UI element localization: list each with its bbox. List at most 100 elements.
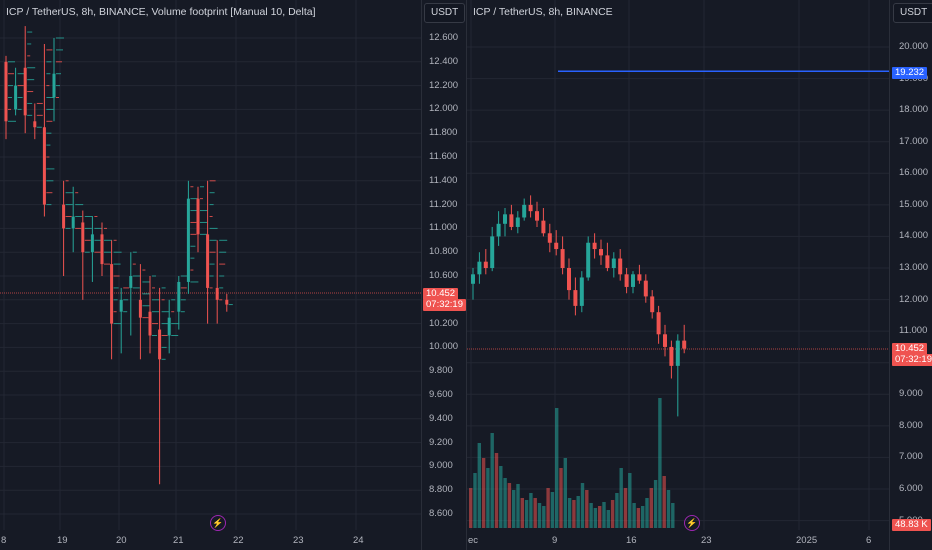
candle-body xyxy=(586,242,591,278)
right-chart-title: ICP / TetherUS, 8h, BINANCE xyxy=(473,6,613,18)
left-currency-button[interactable]: USDT xyxy=(424,3,466,23)
price-tick-label: 8.800 xyxy=(429,484,453,496)
price-tick-label: 14.000 xyxy=(899,230,929,242)
volume-bar xyxy=(486,468,490,528)
right-chart-pane[interactable]: ICP / TetherUS, 8h, BINANCE USDT 20.000 1… xyxy=(466,0,932,550)
candle-body xyxy=(567,268,571,291)
candle-body xyxy=(225,299,229,305)
candle-body xyxy=(129,276,133,288)
candle-body xyxy=(547,233,552,243)
candle-body xyxy=(71,216,75,229)
right-chart-canvas[interactable] xyxy=(467,0,932,550)
volume-bar xyxy=(567,498,572,528)
volume-bar xyxy=(589,503,593,528)
time-tick-label: 16 xyxy=(626,535,637,546)
price-tick-label: 6.000 xyxy=(899,483,923,494)
candle-body xyxy=(637,274,642,281)
candle-body xyxy=(206,234,210,288)
price-tick-label: 9.000 xyxy=(899,388,923,400)
volume-bar xyxy=(645,498,649,528)
left-countdown-tag: 07:32:19 xyxy=(423,299,466,311)
price-tick-label: 16.000 xyxy=(899,167,929,179)
right-currency-button[interactable]: USDT xyxy=(893,3,932,23)
left-chart-pane[interactable]: ICP / TetherUS, 8h, BINANCE, Volume foot… xyxy=(0,0,466,550)
price-tick-label: 10.600 xyxy=(429,270,459,281)
candle-body xyxy=(631,274,635,287)
candle-body xyxy=(186,198,190,282)
time-tick-label: 24 xyxy=(353,535,364,546)
right-volume-tag: 48.83 K xyxy=(892,519,931,531)
candle-body xyxy=(14,85,18,110)
candle-body xyxy=(528,204,533,212)
volume-bar xyxy=(477,443,481,528)
price-tick-label: 8.600 xyxy=(429,508,453,519)
price-tick-label: 7.000 xyxy=(899,451,923,463)
left-chart-canvas[interactable] xyxy=(0,0,466,550)
volume-bar xyxy=(533,498,537,528)
candle-body xyxy=(554,242,559,250)
volume-bar xyxy=(520,498,524,528)
candle-body xyxy=(167,317,171,336)
price-tick-label: 11.200 xyxy=(429,198,458,210)
volume-bar xyxy=(542,506,546,528)
price-tick-label: 20.000 xyxy=(899,41,929,52)
volume-bar xyxy=(507,483,512,528)
candle-body xyxy=(215,287,219,300)
volume-bar xyxy=(559,468,563,528)
volume-bar xyxy=(641,506,645,528)
candle-body xyxy=(579,277,584,306)
volume-bar xyxy=(537,503,542,528)
right-last-price-tag: 10.452 xyxy=(892,343,928,355)
volume-bar xyxy=(499,466,503,528)
volume-bar xyxy=(662,476,666,528)
candle-body xyxy=(33,121,37,128)
volume-bar xyxy=(516,484,520,528)
candle-body xyxy=(535,211,539,221)
candle-body xyxy=(503,214,507,224)
price-tick-label: 15.000 xyxy=(899,198,929,210)
price-tick-label: 9.200 xyxy=(429,436,453,448)
candle-body xyxy=(4,61,8,122)
candle-body xyxy=(618,258,623,275)
candle-body xyxy=(643,280,648,297)
candle-body xyxy=(90,234,94,253)
volume-bar xyxy=(469,488,473,528)
price-tick-label: 8.000 xyxy=(899,419,923,431)
price-tick-label: 12.400 xyxy=(429,55,459,67)
price-tick-label: 12.000 xyxy=(899,293,929,305)
volume-bar xyxy=(606,510,610,528)
candle-body xyxy=(110,264,114,324)
price-tick-label: 12.000 xyxy=(429,103,459,115)
volume-bar xyxy=(585,490,589,528)
left-price-axis-border xyxy=(421,0,422,550)
right-level-price-tag: 19.232 xyxy=(892,67,928,79)
candle-body xyxy=(682,340,687,349)
candle-body xyxy=(656,312,661,335)
time-tick-label: 6 xyxy=(866,535,872,546)
volume-bar xyxy=(598,506,602,528)
volume-bar xyxy=(494,453,499,528)
volume-bar xyxy=(593,508,598,528)
volume-bar xyxy=(628,473,632,528)
lightning-icon[interactable]: ⚡ xyxy=(210,515,226,531)
time-tick-label: 19 xyxy=(57,535,68,546)
volume-bar xyxy=(503,478,507,528)
price-tick-label: 10.000 xyxy=(429,341,459,353)
volume-bar xyxy=(481,458,486,528)
volume-bar xyxy=(653,480,658,528)
volume-bar xyxy=(572,500,576,528)
time-tick-label: ec xyxy=(468,535,479,546)
candle-body xyxy=(611,258,616,268)
volume-bar xyxy=(632,503,636,528)
candle-body xyxy=(23,67,27,116)
lightning-icon[interactable]: ⚡ xyxy=(684,515,700,531)
price-tick-label: 11.600 xyxy=(429,151,458,162)
price-tick-label: 11.000 xyxy=(899,325,928,337)
candle-body xyxy=(599,249,603,256)
time-tick-label: 23 xyxy=(701,535,712,546)
volume-bar xyxy=(671,503,675,528)
price-tick-label: 9.400 xyxy=(429,412,453,424)
candle-body xyxy=(62,204,66,229)
time-tick-label: 20 xyxy=(116,535,127,546)
time-tick-label: 22 xyxy=(233,535,244,546)
